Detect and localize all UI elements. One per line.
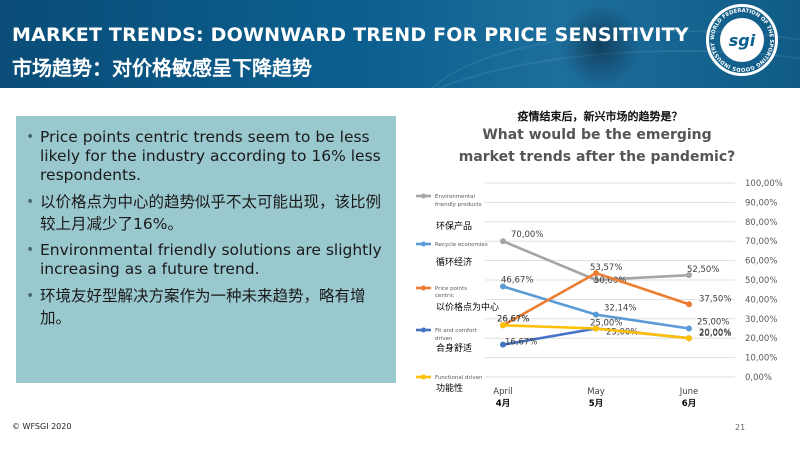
data-point bbox=[500, 283, 506, 290]
bullet-item: 以价格点为中心的趋势似乎不太可能出现，该比例较上月减少了16%。 bbox=[26, 191, 386, 235]
legend-label: centric bbox=[435, 293, 454, 299]
legend-label: Fit and comfort bbox=[435, 328, 478, 334]
chart-title-zh: 疫情结束后，新兴市场的趋势是？ bbox=[517, 110, 683, 123]
data-label: 46,67% bbox=[501, 275, 533, 285]
x-tick-label: May bbox=[587, 387, 605, 397]
legend-label: Functional driven bbox=[435, 375, 483, 381]
y-tick-label: 70,00% bbox=[745, 237, 777, 247]
y-tick-label: 40,00% bbox=[745, 295, 777, 305]
data-label: 70,00% bbox=[511, 230, 543, 240]
y-tick-label: 80,00% bbox=[745, 218, 777, 228]
data-point bbox=[500, 322, 506, 329]
y-tick-label: 0,00% bbox=[745, 373, 772, 383]
legend-label-zh: 功能性 bbox=[436, 382, 463, 394]
data-point bbox=[500, 341, 506, 348]
legend-marker bbox=[421, 374, 426, 380]
page-title-en: MARKET TRENDS: DOWNWARD TREND FOR PRICE … bbox=[12, 24, 689, 46]
legend-label: Environmental bbox=[435, 194, 475, 200]
data-point bbox=[593, 311, 599, 318]
chart-title: What would be the emerging market trends… bbox=[458, 127, 736, 165]
legend-marker bbox=[421, 327, 426, 333]
bullet-item: 环境友好型解决方案作为一种未来趋势，略有增加。 bbox=[26, 285, 386, 329]
legend-label: friendly products bbox=[435, 202, 482, 208]
data-point bbox=[593, 270, 599, 277]
x-tick-label-zh: 4月 bbox=[496, 399, 510, 409]
y-tick-label: 50,00% bbox=[745, 276, 777, 286]
data-point bbox=[593, 277, 599, 283]
legend-marker bbox=[421, 285, 426, 291]
data-label: 26,67% bbox=[497, 314, 529, 324]
y-tick-label: 60,00% bbox=[745, 257, 777, 267]
y-tick-label: 10,00% bbox=[745, 354, 777, 364]
data-point bbox=[593, 325, 599, 332]
data-point bbox=[686, 325, 692, 332]
legend-label: driven bbox=[435, 336, 453, 342]
data-label: 53,57% bbox=[590, 263, 622, 273]
data-label: 32,14% bbox=[604, 304, 636, 314]
legend-label-zh: 循环经济 bbox=[436, 256, 472, 268]
data-label: 20,00% bbox=[699, 329, 731, 339]
x-tick-label-zh: 6月 bbox=[682, 399, 696, 409]
data-label: 20,00% bbox=[699, 328, 731, 338]
data-label: 25,00% bbox=[590, 319, 622, 329]
page-number: 21 bbox=[735, 423, 746, 432]
x-tick-label: April bbox=[493, 387, 512, 397]
data-label: 16,67% bbox=[505, 338, 537, 348]
copyright: © WFSGI 2020 bbox=[12, 422, 72, 431]
wfsgi-logo: sgi WORLD FEDERATION OF THE SPORTING GOO… bbox=[706, 4, 778, 76]
legend-label: Price points bbox=[435, 286, 467, 292]
y-tick-label: 20,00% bbox=[745, 334, 777, 344]
banner-runner-image bbox=[560, 4, 640, 88]
data-label: 52,50% bbox=[687, 265, 719, 275]
legend-label-zh: 合身舒适 bbox=[436, 342, 472, 354]
y-tick-label: 90,00% bbox=[745, 198, 777, 208]
logo-ring: WORLD FEDERATION OF THE SPORTING GOODS I… bbox=[710, 8, 774, 72]
data-point bbox=[686, 301, 692, 308]
x-tick-label-zh: 5月 bbox=[589, 399, 603, 409]
legend-marker bbox=[421, 193, 426, 199]
legend-label: Recycle economies bbox=[435, 242, 488, 248]
y-tick-label: 100,00% bbox=[745, 179, 783, 189]
legend-marker bbox=[421, 241, 426, 247]
y-tick-label: 30,00% bbox=[745, 315, 777, 325]
bullet-item: Environmental friendly solutions are sli… bbox=[26, 241, 386, 279]
header-banner: MARKET TRENDS: DOWNWARD TREND FOR PRICE … bbox=[0, 0, 800, 88]
data-label: 25,00% bbox=[697, 318, 729, 328]
data-point bbox=[686, 272, 692, 279]
page-title-zh: 市场趋势：对价格敏感呈下降趋势 bbox=[12, 56, 312, 80]
x-tick-label: June bbox=[679, 387, 699, 397]
summary-textbox: Price points centric trends seem to be l… bbox=[16, 116, 396, 383]
data-point bbox=[686, 335, 692, 342]
legend-label-zh: 以价格点为中心 bbox=[436, 301, 499, 313]
bullet-item: Price points centric trends seem to be l… bbox=[26, 128, 386, 185]
data-label: 26,67% bbox=[497, 314, 529, 324]
data-label: 50,00% bbox=[594, 276, 626, 286]
data-label: 37,50% bbox=[699, 294, 731, 304]
legend-label-zh: 环保产品 bbox=[436, 220, 472, 232]
logo-mark: sgi bbox=[720, 18, 764, 62]
data-point bbox=[500, 238, 506, 245]
